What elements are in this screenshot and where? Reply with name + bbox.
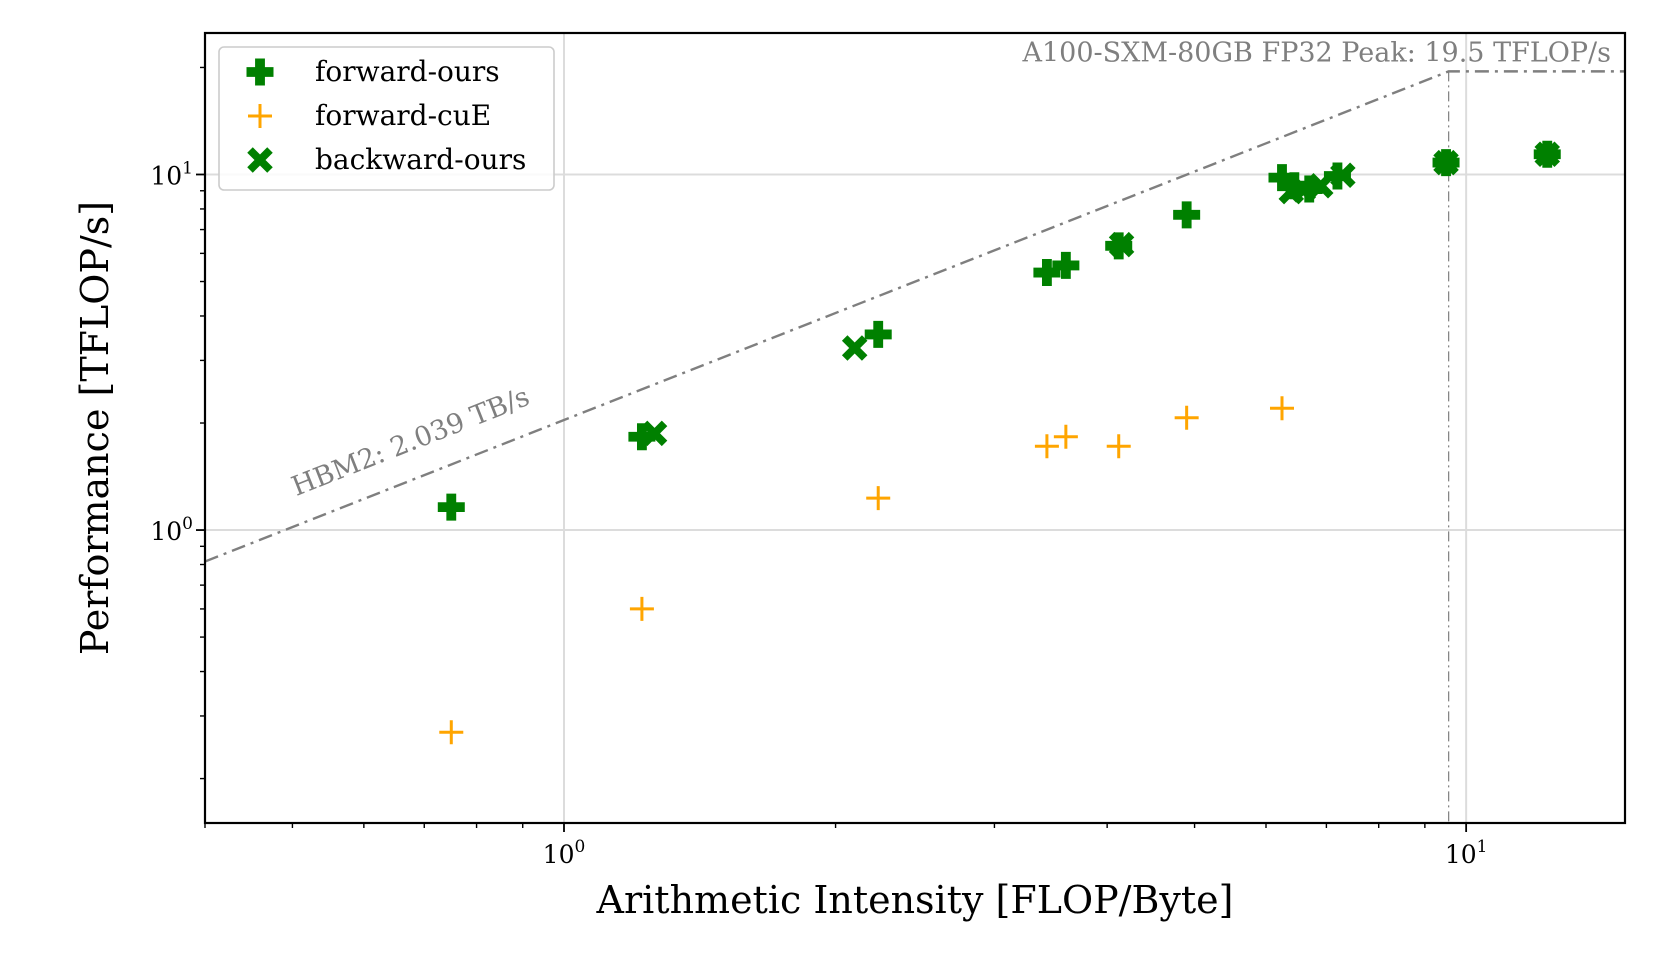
data-point-backward-ours xyxy=(1330,162,1356,189)
data-point-backward-ours xyxy=(1534,141,1561,168)
bandwidth-annotation: HBM2: 2.039 TB/s xyxy=(287,381,533,502)
legend-item-forward-cuE: forward-cuE xyxy=(248,99,491,132)
x-axis-title: Arithmetic Intensity [FLOP/Byte] xyxy=(596,878,1234,922)
x-tick-label: 101 xyxy=(1445,837,1488,869)
series-backward-ours xyxy=(641,141,1561,447)
legend: forward-ours forward-cuE backward-ours xyxy=(218,46,555,191)
series-forward-cuE xyxy=(439,396,1294,745)
legend-item-forward-ours: forward-ours xyxy=(246,55,500,88)
data-point-forward-ours xyxy=(864,320,892,348)
data-point-backward-ours xyxy=(1433,149,1459,176)
data-point-forward-cuE xyxy=(1106,434,1131,459)
data-point-forward-cuE xyxy=(1053,424,1078,449)
data-point-forward-cuE xyxy=(1034,434,1059,459)
data-point-backward-ours xyxy=(1308,172,1334,199)
data-point-forward-cuE xyxy=(866,486,891,511)
legend-marker xyxy=(247,147,273,173)
legend-marker xyxy=(246,58,274,86)
data-point-backward-ours xyxy=(641,420,668,447)
y-tick-label: 100 xyxy=(150,514,193,546)
y-tick-label: 101 xyxy=(150,158,193,190)
legend-label: backward-ours xyxy=(315,143,526,176)
data-point-forward-ours xyxy=(437,493,465,521)
series-forward-ours xyxy=(437,140,1561,521)
data-point-forward-cuE xyxy=(439,720,464,745)
y-axis-title: Performance [TFLOP/s] xyxy=(73,201,117,655)
data-point-forward-ours xyxy=(1033,259,1061,287)
legend-item-backward-ours: backward-ours xyxy=(247,143,526,176)
peak-annotation: A100-SXM-80GB FP32 Peak: 19.5 TFLOP/s xyxy=(1021,37,1611,68)
data-point-forward-ours xyxy=(628,423,656,451)
data-point-backward-ours xyxy=(841,335,868,361)
data-point-backward-ours xyxy=(1108,231,1135,258)
legend-label: forward-ours xyxy=(315,55,500,88)
axis-ticks: 100 101 100 101 xyxy=(150,66,1488,869)
legend-label: forward-cuE xyxy=(315,99,491,132)
data-points xyxy=(437,140,1561,745)
x-tick-label: 100 xyxy=(543,837,586,869)
plot-area xyxy=(205,70,1625,823)
data-point-backward-ours xyxy=(1290,177,1317,203)
legend-box xyxy=(218,46,555,191)
roofline-bandwidth-line xyxy=(205,70,1625,563)
data-point-forward-ours xyxy=(1173,201,1201,229)
plot-frame xyxy=(203,31,1627,825)
data-point-forward-cuE xyxy=(629,596,654,621)
data-point-forward-ours xyxy=(1052,251,1080,279)
data-point-forward-cuE xyxy=(1174,405,1199,430)
data-point-forward-cuE xyxy=(1270,396,1294,421)
legend-marker xyxy=(248,104,272,128)
